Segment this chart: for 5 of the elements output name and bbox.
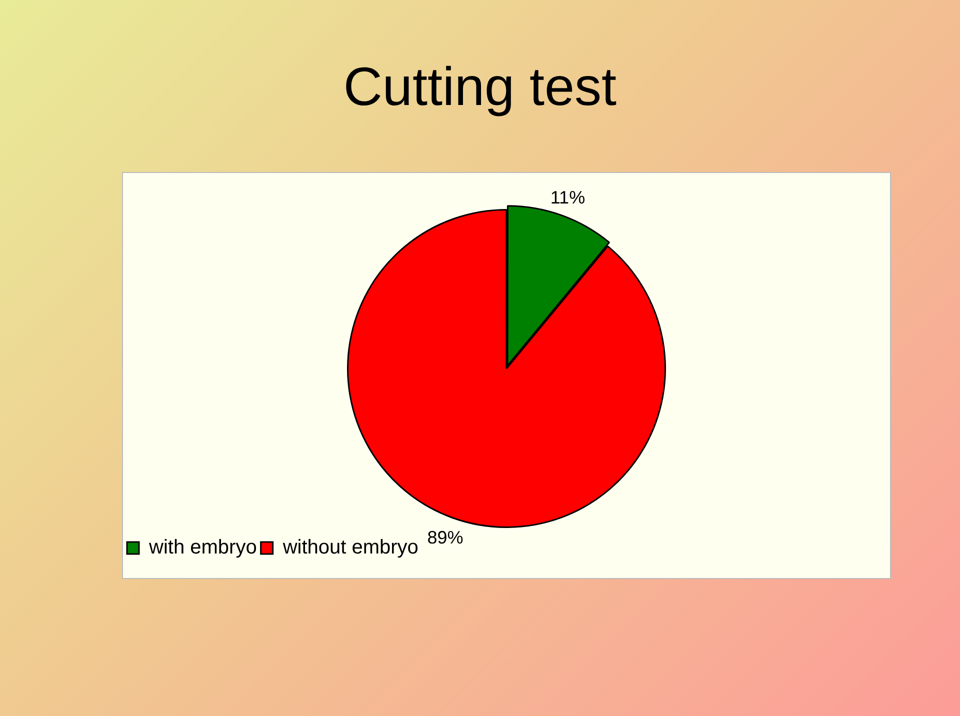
data-label: 89% xyxy=(427,528,464,548)
chart-title: Cutting test xyxy=(342,56,618,118)
legend-label: without embryo xyxy=(282,536,418,559)
legend-label: with embryo xyxy=(148,536,257,559)
data-label: 11% xyxy=(550,187,586,208)
